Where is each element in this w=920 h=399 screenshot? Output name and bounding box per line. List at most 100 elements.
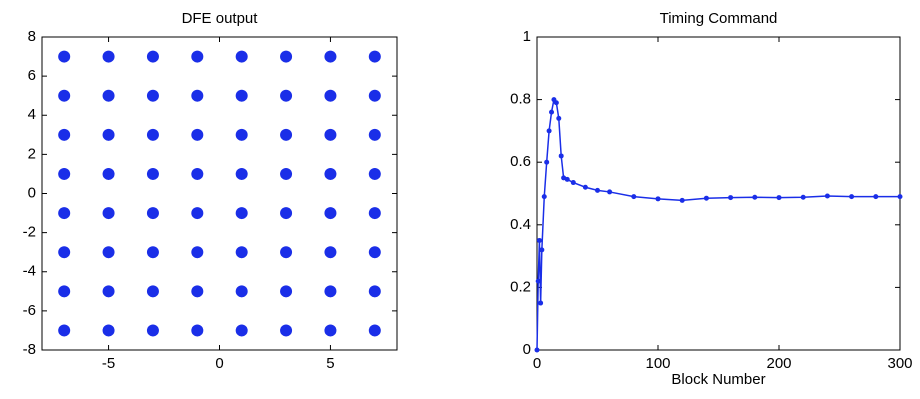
chart-title: DFE output [182,10,259,27]
point [280,89,293,102]
point [368,167,381,180]
point [191,167,204,180]
point [235,324,248,337]
marker [595,187,600,193]
point [146,128,159,141]
chart-title: Timing Command [660,10,778,27]
marker [607,189,613,195]
marker [824,193,830,199]
point [191,50,204,63]
x-tick-label: 0 [215,355,223,372]
point [191,207,204,220]
point [368,246,381,259]
point [280,285,293,298]
marker [549,109,555,115]
marker [541,194,547,200]
marker [655,196,661,202]
plot-frame [536,36,901,351]
x-tick-label: -5 [102,355,115,372]
marker [535,278,541,284]
y-tick-label: 8 [28,28,36,45]
point [324,128,337,141]
marker [536,237,542,243]
point [280,207,293,220]
point [191,324,204,337]
y-tick-label: -6 [23,302,36,319]
line [536,97,900,351]
point [235,167,248,180]
point [58,285,71,298]
y-tick-label: 0.8 [510,91,531,108]
point [235,246,248,259]
point [368,324,381,337]
point [146,285,159,298]
x-tick-label: 200 [766,355,791,372]
y-tick-label: 1 [523,28,531,45]
y-tick-label: -2 [23,224,36,241]
y-tick-label: 2 [28,145,36,162]
point [324,167,337,180]
marker [539,247,545,253]
marker [556,115,562,121]
point [235,50,248,63]
point [280,167,293,180]
x-tick-label: 0 [533,355,541,372]
point [324,246,337,259]
marker [849,194,855,200]
point [102,207,115,220]
point [235,207,248,220]
point [102,128,115,141]
marker [582,184,588,190]
marker [570,180,576,186]
point [191,285,204,298]
point [324,207,337,220]
point [280,246,293,259]
marker [703,195,709,201]
point [191,128,204,141]
marker [776,195,782,201]
point [102,167,115,180]
point [58,89,71,102]
point [146,50,159,63]
point [58,50,71,63]
marker [679,197,685,203]
point [280,50,293,63]
point [58,324,71,337]
marker [728,195,734,201]
x-tick-label: 100 [645,355,670,372]
point [102,89,115,102]
y-tick-label: -8 [23,341,36,358]
marker [538,300,544,306]
point [368,285,381,298]
point [368,128,381,141]
marker [553,100,559,106]
y-tick-label: -4 [23,263,36,280]
y-tick-label: 6 [28,67,36,84]
marker [631,194,637,200]
x-tick-label: 5 [326,355,334,372]
point [146,167,159,180]
point [324,324,337,337]
point [368,50,381,63]
point [146,324,159,337]
point [235,285,248,298]
point [102,324,115,337]
point [102,285,115,298]
y-tick-label: 0.6 [510,153,531,170]
point [280,128,293,141]
marker [873,194,879,200]
marker [897,194,903,200]
marker [544,159,550,165]
point [280,324,293,337]
y-tick-label: 0 [523,341,531,358]
y-tick-label: 0 [28,184,36,201]
point [102,246,115,259]
point [58,128,71,141]
point [368,207,381,220]
point [324,50,337,63]
marker [752,194,758,200]
point [58,207,71,220]
marker [546,128,552,134]
point [191,89,204,102]
